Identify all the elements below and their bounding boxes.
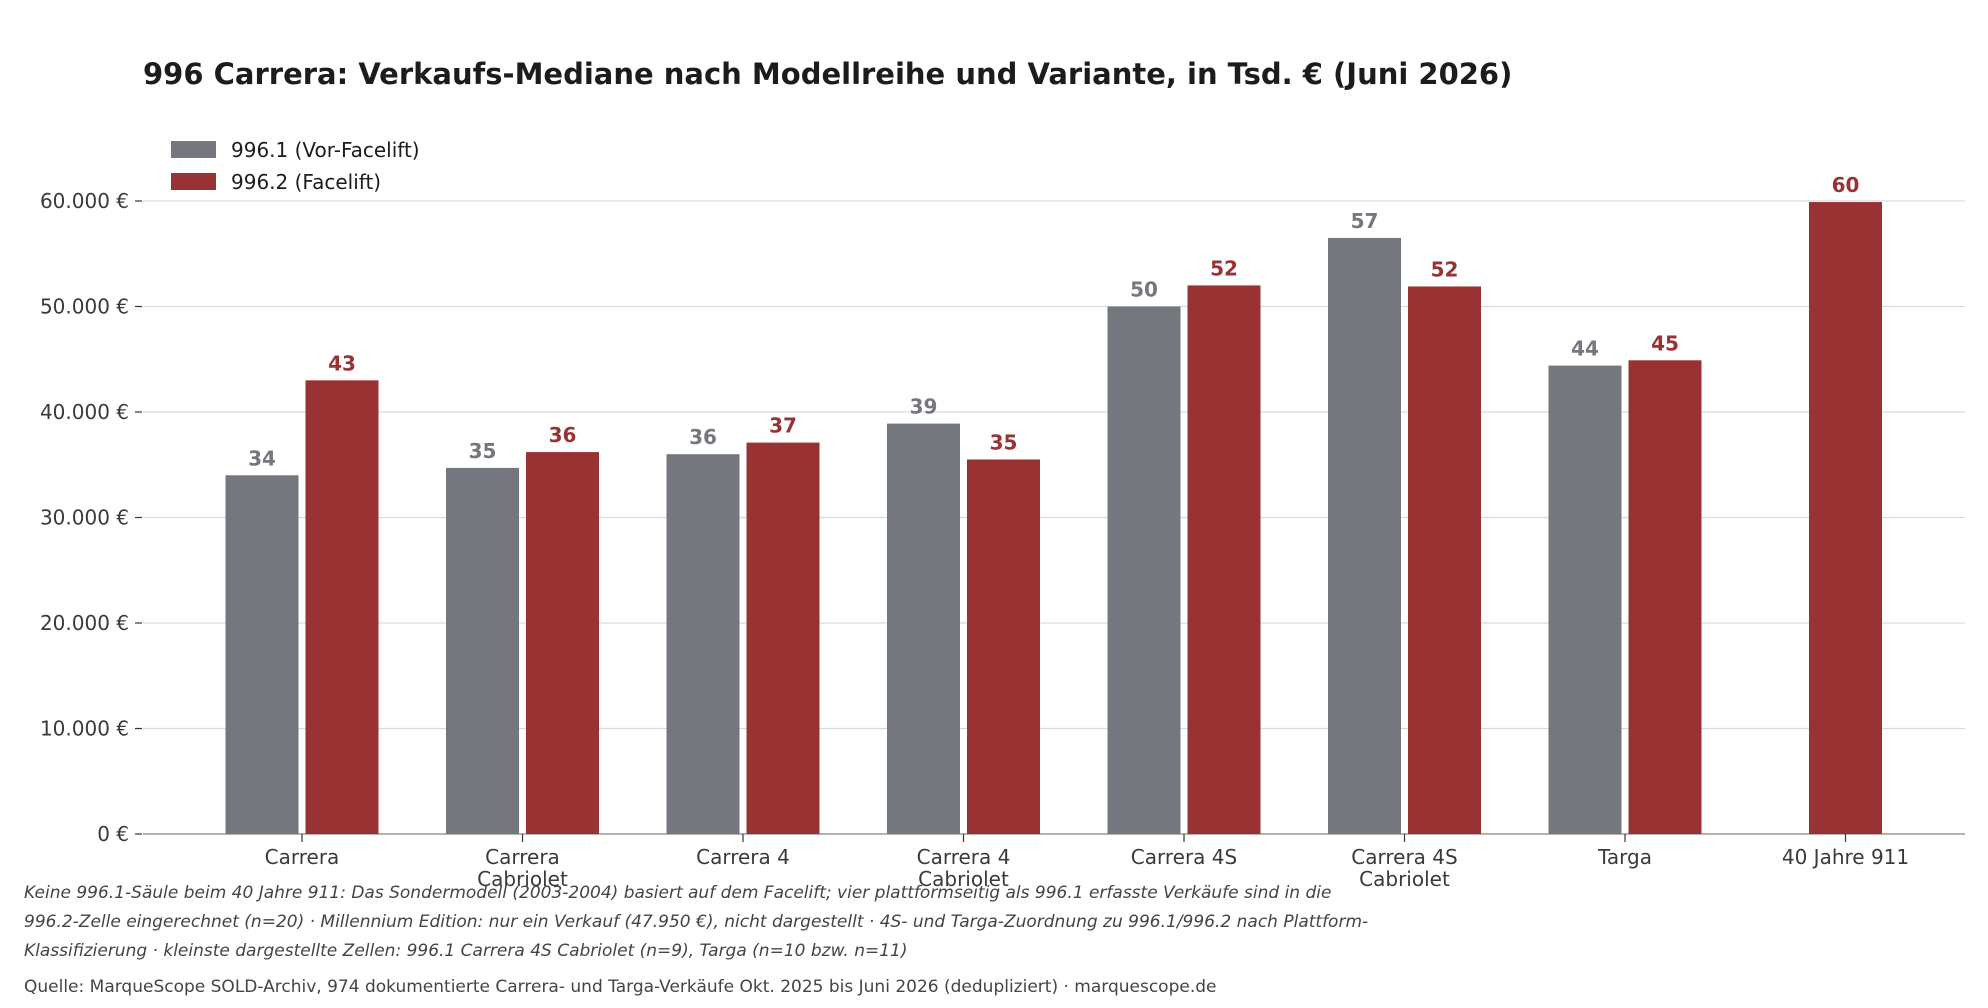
x-tick-label-3-1: Cabriolet bbox=[918, 867, 1009, 891]
legend-swatch-1 bbox=[171, 173, 216, 190]
bar-9961-6 bbox=[1548, 365, 1622, 834]
y-tick-label-3: 30.000 € bbox=[40, 506, 129, 530]
bars bbox=[225, 202, 1882, 835]
x-tick-label-5-1: Cabriolet bbox=[1359, 867, 1450, 891]
x-tick-label-4-0: Carrera 4S bbox=[1131, 845, 1237, 869]
bar-label-9962-7: 60 bbox=[1832, 173, 1860, 197]
bar-label-9962-0: 43 bbox=[328, 351, 356, 375]
y-tick-label-5: 50.000 € bbox=[40, 295, 129, 319]
bar-label-9962-5: 52 bbox=[1431, 257, 1459, 281]
bar-9961-2 bbox=[666, 454, 740, 834]
bar-9962-7 bbox=[1809, 202, 1882, 834]
bar-9962-6 bbox=[1628, 360, 1702, 834]
footnote-line-1: Keine 996.1-Säule beim 40 Jahre 911: Das… bbox=[24, 883, 1332, 903]
legend-label-0: 996.1 (Vor-Facelift) bbox=[231, 138, 420, 162]
bar-label-9962-4: 52 bbox=[1210, 256, 1238, 280]
bar-label-9961-5: 57 bbox=[1351, 209, 1379, 233]
legend-label-1: 996.2 (Facelift) bbox=[231, 170, 381, 194]
bar-9962-4 bbox=[1187, 285, 1261, 834]
bar-9961-5 bbox=[1328, 237, 1401, 835]
x-tick-label-6-0: Targa bbox=[1597, 845, 1652, 869]
bar-9961-3 bbox=[887, 423, 960, 834]
bar-label-9961-6: 44 bbox=[1571, 337, 1599, 361]
bar-labels: 34 43 35 36 36 37 39 35 50 52 57 52 44 45 60 bbox=[248, 173, 1859, 470]
bar-9962-1 bbox=[526, 452, 599, 834]
footnote-line-3: Klassifizierung · kleinste dargestellte … bbox=[24, 941, 908, 961]
bar-9962-5 bbox=[1408, 286, 1481, 835]
bar-label-9961-1: 35 bbox=[469, 439, 497, 463]
bar-label-9961-4: 50 bbox=[1130, 278, 1158, 302]
y-tick-label-6: 60.000 € bbox=[40, 189, 129, 213]
footnote-line-2: 996.2-Zelle eingerechnet (n=20) · Millen… bbox=[24, 912, 1369, 932]
bar-label-9962-1: 36 bbox=[549, 423, 577, 447]
x-tick-label-3-0: Carrera 4 bbox=[917, 845, 1011, 869]
bar-9961-1 bbox=[446, 467, 519, 834]
bar-label-9962-3: 35 bbox=[990, 430, 1018, 454]
bar-9961-4 bbox=[1107, 306, 1181, 834]
bar-label-9961-2: 36 bbox=[689, 425, 717, 449]
y-tick-label-0: 0 € bbox=[97, 822, 129, 846]
bar-9962-2 bbox=[746, 442, 820, 834]
legend: 996.1 (Vor-Facelift) 996.2 (Facelift) bbox=[171, 138, 420, 194]
bar-label-9961-3: 39 bbox=[910, 395, 938, 419]
bar-label-9962-6: 45 bbox=[1651, 331, 1679, 355]
x-tick-label-5-0: Carrera 4S bbox=[1351, 845, 1457, 869]
bar-label-9961-0: 34 bbox=[248, 446, 276, 470]
x-tick-label-1-0: Carrera bbox=[485, 845, 560, 869]
source-note: Quelle: MarqueScope SOLD-Archiv, 974 dok… bbox=[24, 977, 1217, 997]
legend-swatch-0 bbox=[171, 141, 216, 158]
x-tick-label-1-1: Cabriolet bbox=[477, 867, 568, 891]
bar-label-9962-2: 37 bbox=[769, 414, 797, 438]
y-tick-label-2: 20.000 € bbox=[40, 611, 129, 635]
bar-9962-0 bbox=[305, 380, 379, 834]
x-tick-label-2-0: Carrera 4 bbox=[696, 845, 790, 869]
y-tick-label-4: 40.000 € bbox=[40, 400, 129, 424]
y-tick-label-1: 10.000 € bbox=[40, 717, 129, 741]
footnote: Keine 996.1-Säule beim 40 Jahre 911: Das… bbox=[24, 879, 1964, 966]
x-tick-label-7-0: 40 Jahre 911 bbox=[1782, 845, 1909, 869]
bar-9962-3 bbox=[967, 459, 1040, 834]
x-tick-label-0-0: Carrera bbox=[265, 845, 340, 869]
chart-title: 996 Carrera: Verkaufs-Mediane nach Model… bbox=[143, 57, 1512, 91]
bar-9961-0 bbox=[225, 475, 299, 834]
